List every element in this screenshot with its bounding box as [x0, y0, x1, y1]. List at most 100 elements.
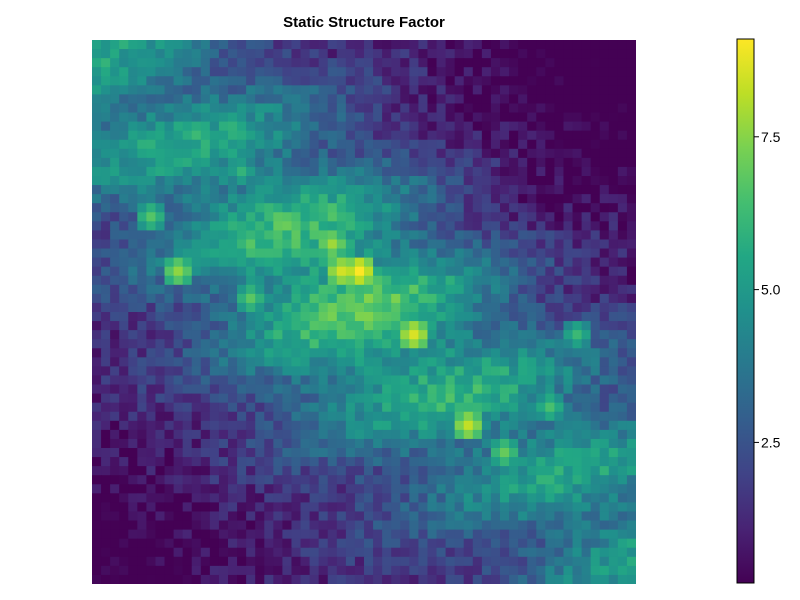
heatmap-cell	[318, 411, 329, 422]
heatmap-cell	[518, 166, 528, 177]
heatmap-cell	[182, 502, 193, 513]
heatmap-cell	[282, 139, 293, 150]
heatmap-cell	[237, 221, 247, 231]
heatmap-cell	[246, 284, 256, 295]
heatmap-cell	[509, 157, 519, 168]
heatmap-cell	[599, 284, 610, 295]
heatmap-cell	[173, 402, 184, 413]
heatmap-cell	[536, 384, 546, 395]
heatmap-cell	[391, 76, 401, 86]
heatmap-cell	[481, 502, 492, 513]
heatmap-cell	[454, 438, 465, 449]
heatmap-cell	[173, 85, 184, 95]
heatmap-cell	[608, 547, 619, 558]
heatmap-cell	[164, 438, 175, 449]
heatmap-cell	[599, 293, 610, 304]
heatmap-cell	[500, 203, 510, 213]
heatmap-cell	[527, 565, 537, 576]
heatmap-cell	[146, 194, 157, 204]
heatmap-cell	[273, 466, 283, 476]
heatmap-cell	[228, 538, 238, 549]
heatmap-cell	[101, 266, 111, 277]
heatmap-cell	[200, 520, 211, 531]
heatmap-cell	[391, 493, 401, 503]
heatmap-cell	[454, 67, 465, 77]
heatmap-cell	[291, 411, 302, 422]
heatmap-cell	[509, 257, 519, 268]
heatmap-cell	[191, 67, 202, 77]
heatmap-cell	[101, 574, 111, 584]
heatmap-cell	[191, 94, 202, 105]
heatmap-cell	[490, 438, 501, 449]
heatmap-cell	[563, 194, 574, 204]
heatmap-cell	[200, 266, 211, 277]
heatmap-cell	[527, 438, 537, 449]
heatmap-cell	[354, 448, 365, 458]
heatmap-cell	[391, 293, 401, 304]
heatmap-cell	[318, 212, 329, 222]
heatmap-cell	[164, 130, 175, 141]
heatmap-cell	[608, 448, 619, 458]
heatmap-cell	[599, 103, 610, 114]
heatmap-cell	[228, 85, 238, 95]
heatmap-cell	[291, 330, 302, 340]
heatmap-cell	[246, 502, 256, 513]
heatmap-cell	[164, 556, 175, 567]
heatmap-cell	[572, 275, 583, 286]
heatmap-cell	[155, 565, 166, 576]
heatmap-cell	[137, 420, 147, 431]
heatmap-cell	[364, 194, 374, 204]
heatmap-cell	[246, 556, 256, 567]
heatmap-cell	[617, 94, 628, 105]
heatmap-cell	[237, 511, 247, 522]
heatmap-cell	[291, 565, 302, 576]
heatmap-cell	[200, 411, 211, 422]
colorbar-ticks: 2.55.07.5	[754, 129, 781, 450]
heatmap-cell	[345, 40, 356, 50]
heatmap-cell	[382, 493, 392, 503]
heatmap-cell	[209, 266, 220, 277]
heatmap-cell	[518, 121, 528, 132]
heatmap-cell	[291, 529, 302, 540]
heatmap-cell	[463, 40, 474, 50]
heatmap-cell	[92, 284, 102, 295]
heatmap-cell	[300, 302, 311, 313]
heatmap-cell	[119, 393, 129, 404]
heatmap-cell	[264, 58, 274, 68]
heatmap-cell	[418, 511, 429, 522]
heatmap-cell	[101, 402, 111, 413]
heatmap-cell	[137, 321, 147, 331]
heatmap-cell	[354, 275, 365, 286]
heatmap-cell	[572, 248, 583, 259]
heatmap-cell	[373, 49, 383, 59]
heatmap-cell	[490, 58, 501, 68]
heatmap-cell	[155, 284, 166, 295]
heatmap-cell	[364, 248, 374, 259]
heatmap-cell	[191, 58, 202, 68]
heatmap-cell	[418, 203, 429, 213]
heatmap-cell	[209, 239, 220, 250]
heatmap-cell	[500, 185, 510, 195]
heatmap-cell	[608, 58, 619, 68]
heatmap-cell	[291, 257, 302, 268]
heatmap-cell	[336, 375, 347, 386]
heatmap-cell	[345, 375, 356, 386]
heatmap-cell	[128, 339, 138, 349]
heatmap-cell	[354, 49, 365, 59]
heatmap-cell	[427, 493, 438, 503]
heatmap-cell	[200, 275, 211, 286]
heatmap-cell	[391, 538, 401, 549]
heatmap-cell	[173, 448, 184, 458]
heatmap-cell	[237, 484, 247, 494]
heatmap-cell	[264, 547, 274, 558]
heatmap-cell	[364, 230, 374, 241]
heatmap-cell	[291, 130, 302, 141]
heatmap-cell	[273, 85, 283, 95]
heatmap-cell	[490, 121, 501, 132]
heatmap-cell	[309, 130, 320, 141]
heatmap-cell	[518, 348, 528, 358]
heatmap-cell	[572, 257, 583, 268]
heatmap-cell	[354, 466, 365, 476]
heatmap-cell	[155, 94, 166, 105]
heatmap-cell	[282, 203, 293, 213]
